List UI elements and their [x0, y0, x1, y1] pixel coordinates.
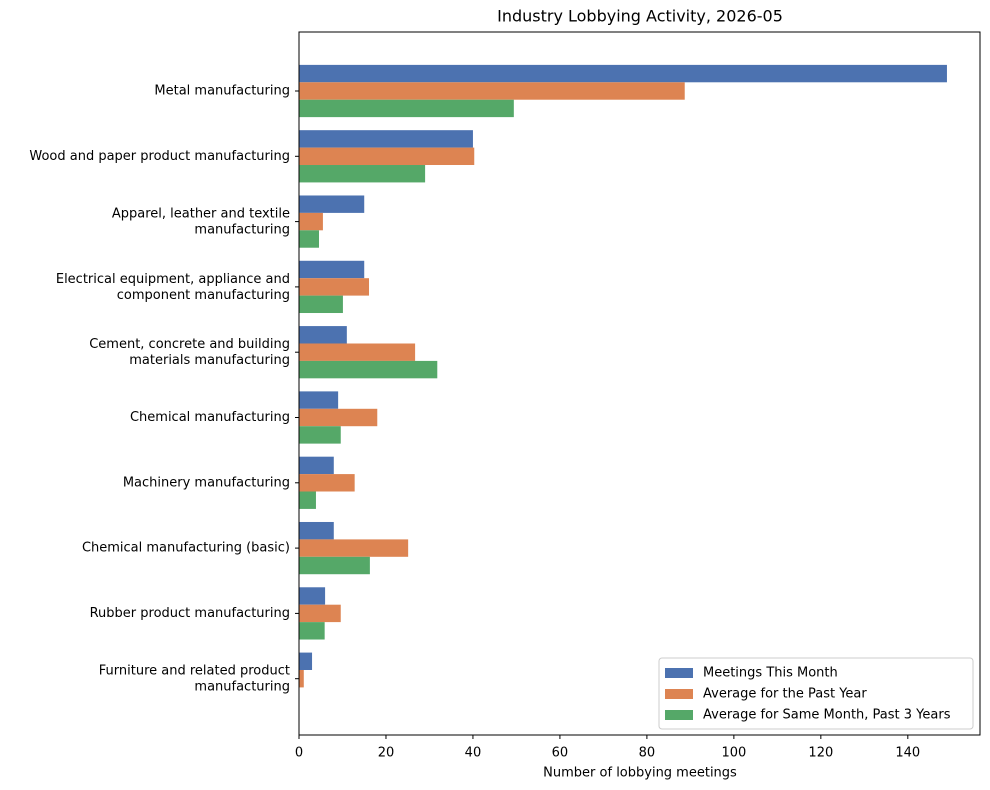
x-tick-label: 100 [721, 746, 746, 761]
bar [299, 195, 365, 213]
x-tick-label: 0 [295, 746, 303, 761]
bar [299, 391, 339, 409]
x-tick-label: 120 [808, 746, 833, 761]
y-tick-label: Furniture and related product manufacturi… [99, 663, 290, 694]
bar [299, 456, 334, 475]
bar [299, 652, 313, 670]
bar [299, 326, 347, 344]
x-axis-label: Number of lobbying meetings [543, 766, 737, 781]
bar [299, 99, 514, 118]
legend-label: Average for Same Month, Past 3 Years [703, 708, 951, 723]
x-tick-label: 60 [552, 746, 569, 761]
bar [299, 64, 947, 83]
legend-swatch [665, 710, 693, 720]
bar [299, 260, 365, 279]
plot-frame [298, 31, 981, 736]
bar [299, 491, 316, 509]
legend-swatch [665, 668, 693, 678]
bar [299, 408, 378, 427]
bar [299, 165, 426, 183]
y-tick-label: Rubber product manufacturing [90, 606, 290, 621]
bar [299, 426, 341, 444]
bar [299, 230, 320, 248]
x-tick-label: 20 [378, 746, 395, 761]
legend-label: Average for the Past Year [703, 687, 867, 702]
x-tick-label: 80 [639, 746, 656, 761]
bar [299, 556, 370, 575]
y-tick-label: Apparel, leather and textile manufacturin… [112, 206, 290, 237]
legend-box [658, 657, 974, 730]
bar [299, 539, 409, 557]
y-tick-label: Chemical manufacturing [130, 410, 290, 425]
y-tick-label: Chemical manufacturing (basic) [82, 541, 290, 556]
bar [299, 360, 438, 379]
bar [299, 343, 416, 361]
legend: Meetings This Month Average for the Past … [658, 657, 974, 730]
chart-title: Industry Lobbying Activity, 2026-05 [497, 7, 783, 26]
bar [299, 521, 334, 540]
bar [299, 295, 343, 314]
y-tick-label: Metal manufacturing [154, 84, 290, 99]
bar [299, 622, 325, 640]
bar [299, 604, 341, 623]
bar [299, 669, 304, 688]
legend-swatch [665, 689, 693, 699]
y-tick-label: Electrical equipment, appliance and compo… [56, 271, 290, 302]
bar [299, 130, 473, 148]
y-tick-label: Machinery manufacturing [123, 475, 290, 490]
bar [299, 147, 475, 166]
bar [299, 82, 685, 100]
x-tick-label: 140 [895, 746, 920, 761]
bar [299, 587, 326, 605]
y-tick-label: Wood and paper product manufacturing [29, 149, 290, 164]
y-tick-label: Cement, concrete and building materials m… [89, 337, 290, 368]
x-tick-label: 40 [465, 746, 482, 761]
legend-label: Meetings This Month [703, 666, 838, 681]
bar [299, 278, 370, 296]
bar [299, 474, 355, 492]
bar [299, 212, 323, 231]
